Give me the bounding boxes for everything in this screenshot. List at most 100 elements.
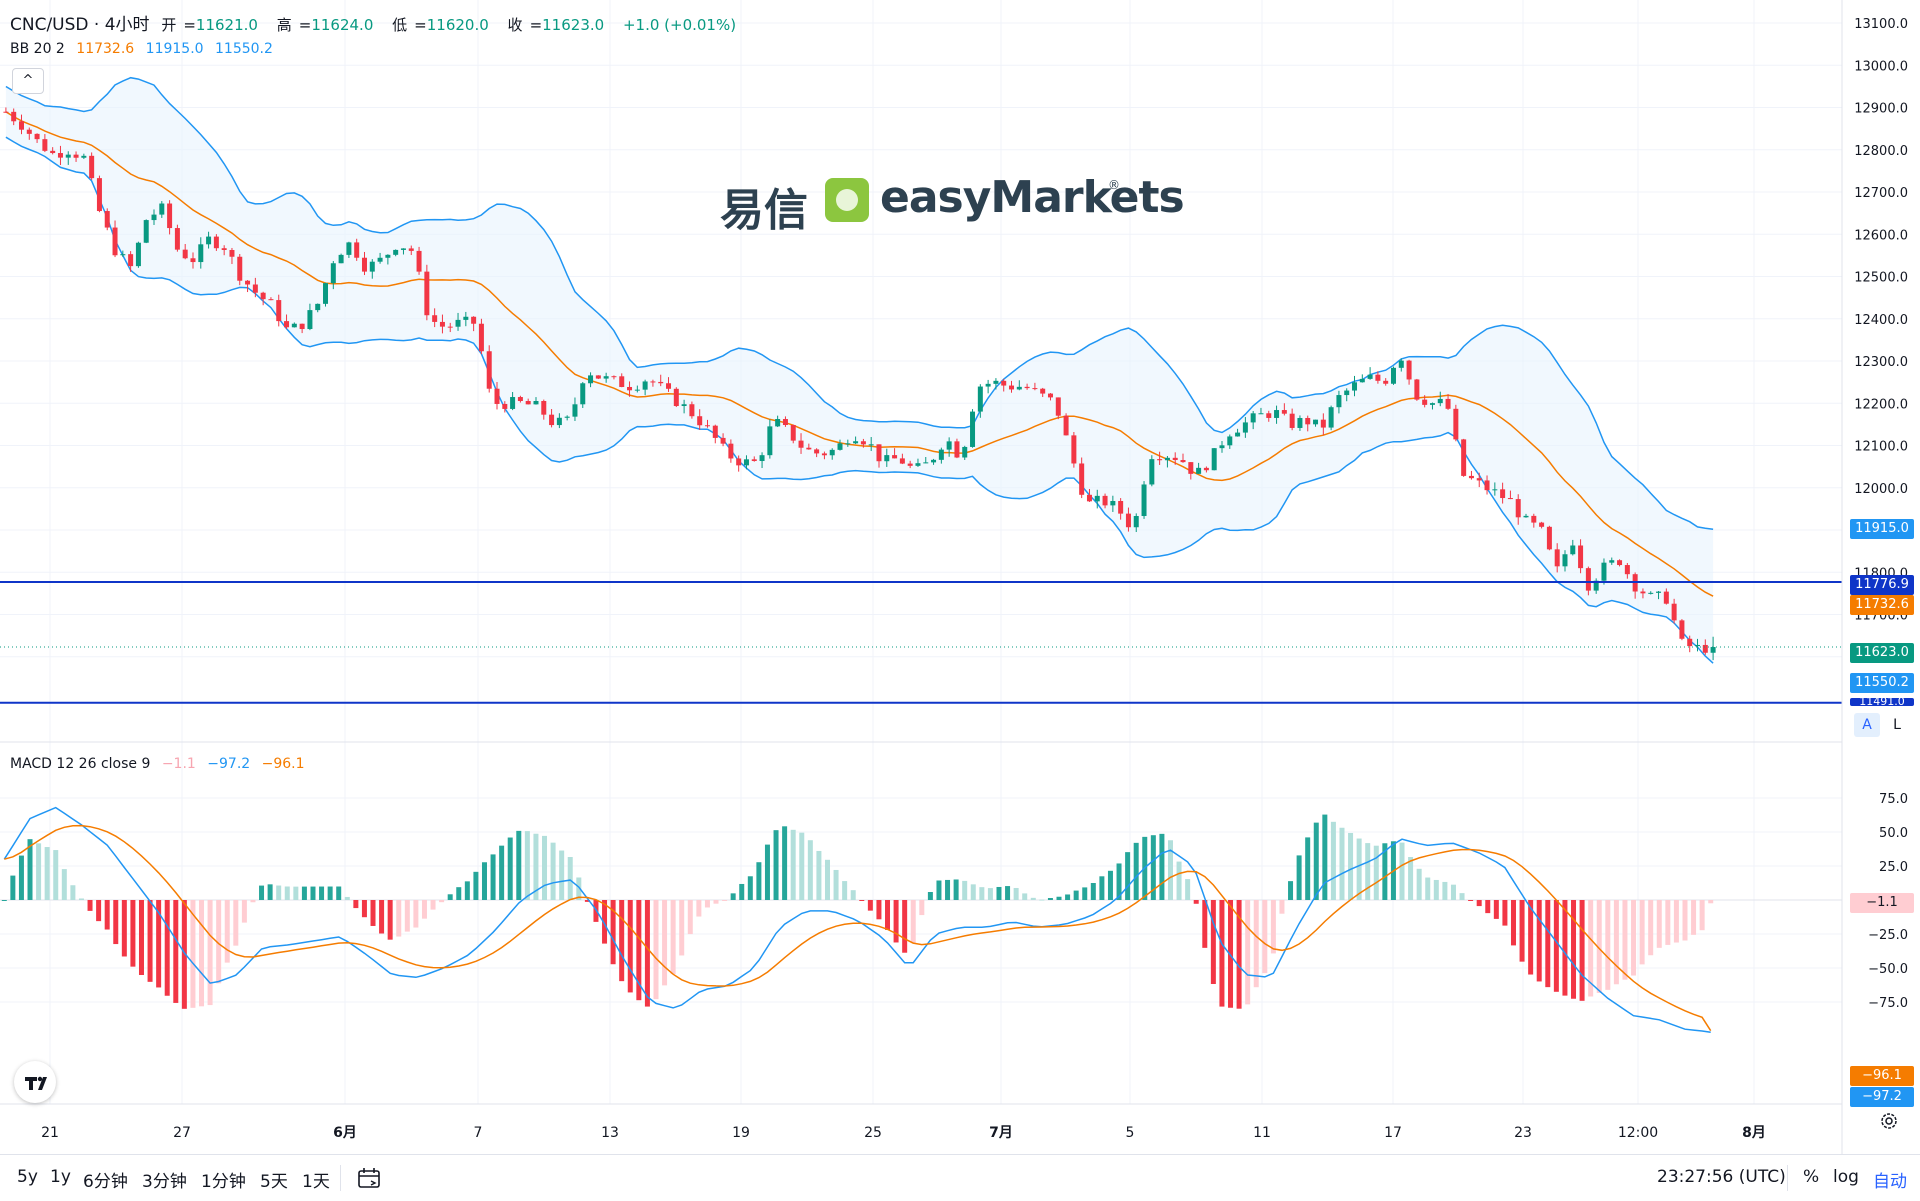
candle-body	[81, 155, 87, 158]
candle-body	[1227, 436, 1233, 446]
macd-histogram-bar	[1305, 837, 1311, 900]
candle-body	[837, 443, 843, 450]
candle-body	[993, 380, 999, 384]
candle-body	[533, 400, 539, 405]
macd-histogram-bar	[662, 900, 668, 986]
macd-histogram-bar	[61, 869, 67, 900]
auto-toggle[interactable]: 自动	[1873, 1172, 1907, 1192]
macd-histogram-bar	[824, 859, 830, 900]
macd-histogram-bar	[1262, 900, 1268, 974]
bb-legend[interactable]: BB 20 2 11732.6 11915.0 11550.2	[10, 41, 280, 57]
gear-icon[interactable]	[1878, 1110, 1900, 1132]
macd-histogram-bar	[559, 850, 565, 900]
macd-histogram-bar	[1510, 900, 1516, 946]
range-5d[interactable]: 5天	[260, 1172, 288, 1192]
macd-histogram-bar	[945, 879, 951, 900]
candle-body	[377, 257, 383, 262]
symbol-title[interactable]: CNC/USD · 4小时	[10, 15, 150, 35]
range-1d[interactable]: 1天	[302, 1172, 330, 1192]
candle-body	[1079, 463, 1085, 495]
macd-histogram-bar	[1133, 842, 1139, 900]
candle-body	[1009, 385, 1015, 390]
macd-histogram-bar	[1373, 845, 1379, 900]
macd-histogram-bar	[413, 900, 419, 928]
candle-body	[307, 310, 313, 330]
candle-body	[845, 443, 851, 445]
macd-line	[3, 806, 1711, 1033]
macd-legend-name: MACD 12 26 close 9	[10, 756, 151, 772]
range-1m[interactable]: 1分钟	[201, 1172, 246, 1192]
candle-body	[1656, 591, 1662, 593]
macd-histogram-bar	[1056, 896, 1062, 900]
macd-histogram-bar	[927, 892, 933, 900]
auto-scale-button[interactable]: A	[1854, 713, 1880, 737]
candle-body	[50, 150, 56, 154]
log-toggle[interactable]: log	[1833, 1167, 1859, 1187]
watermark-en: easyMarkets	[880, 172, 1185, 223]
tradingview-logo[interactable]	[14, 1061, 56, 1103]
candle-body	[424, 271, 430, 316]
macd-histogram-bar	[36, 843, 42, 900]
candle-body	[946, 441, 952, 450]
candle-body	[393, 249, 399, 255]
macd-histogram-bar	[181, 900, 187, 1009]
price-tick-label: 11600.0	[1854, 651, 1908, 666]
macd-histogram-bar	[876, 900, 882, 920]
macd-histogram-bar	[653, 900, 659, 1000]
macd-histogram-bar	[319, 886, 325, 900]
candle-body	[1196, 467, 1202, 474]
candle-body	[221, 248, 227, 250]
range-1y[interactable]: 1y	[50, 1167, 71, 1187]
macd-tick-label: 75.0	[1879, 792, 1908, 807]
bb-lower-value: 11550.2	[215, 41, 273, 57]
macd-histogram-bar	[962, 880, 968, 900]
macd-histogram-bar	[842, 881, 848, 900]
toolbar-divider	[340, 1165, 341, 1191]
candle-body	[1500, 489, 1506, 499]
utc-clock[interactable]: 23:27:56 (UTC)	[1657, 1167, 1786, 1187]
macd-histogram-bar	[1228, 900, 1234, 1008]
macd-histogram-bar	[970, 884, 976, 900]
candle-body	[1157, 459, 1163, 461]
candle-body	[907, 463, 913, 466]
calendar-range-icon[interactable]	[357, 1166, 383, 1190]
log-scale-button[interactable]: L	[1893, 717, 1901, 733]
candle-body	[603, 376, 609, 379]
price-tick-label: 12400.0	[1854, 313, 1908, 328]
candle-body	[1687, 638, 1693, 647]
macd-legend[interactable]: MACD 12 26 close 9 −1.1 −97.2 −96.1	[10, 756, 312, 772]
price-tick-label: 12000.0	[1854, 482, 1908, 497]
candle-body	[73, 154, 79, 158]
candle-body	[34, 133, 40, 140]
macd-histogram-bar	[533, 833, 539, 900]
macd-histogram-bar	[490, 854, 496, 900]
close-value: 11623.0	[542, 16, 605, 34]
macd-histogram-bar	[379, 900, 385, 934]
range-6m[interactable]: 6分钟	[83, 1172, 128, 1192]
candle-body	[18, 121, 24, 130]
macd-histogram-bar	[1005, 886, 1011, 900]
macd-histogram-bar	[550, 842, 556, 900]
candle-body	[135, 242, 141, 267]
macd-histogram-bar	[567, 857, 573, 900]
candle-body	[1492, 489, 1498, 491]
candle-body	[728, 443, 734, 459]
range-5y[interactable]: 5y	[17, 1167, 38, 1187]
percent-toggle[interactable]: %	[1803, 1167, 1820, 1187]
macd-histogram-bar	[747, 876, 753, 900]
macd-histogram-bar	[1348, 832, 1354, 900]
candle-body	[190, 258, 196, 263]
candle-body	[1359, 378, 1365, 383]
chart-canvas[interactable]: 13100.0 13000.0 12900.0 12800.0 12700.0 12600…	[0, 0, 1920, 1154]
candle-body	[736, 458, 742, 466]
macd-histogram-bar	[850, 890, 856, 900]
candle-body	[970, 411, 976, 447]
range-3m[interactable]: 3分钟	[142, 1172, 187, 1192]
macd-histogram-bar	[293, 886, 299, 900]
candle-body	[892, 455, 898, 459]
collapse-legend-button[interactable]: ^	[12, 68, 44, 94]
macd-histogram-bar	[439, 900, 445, 903]
candle-body	[1531, 515, 1537, 523]
candle-body	[1242, 422, 1248, 433]
macd-histogram-bar	[1159, 833, 1165, 900]
